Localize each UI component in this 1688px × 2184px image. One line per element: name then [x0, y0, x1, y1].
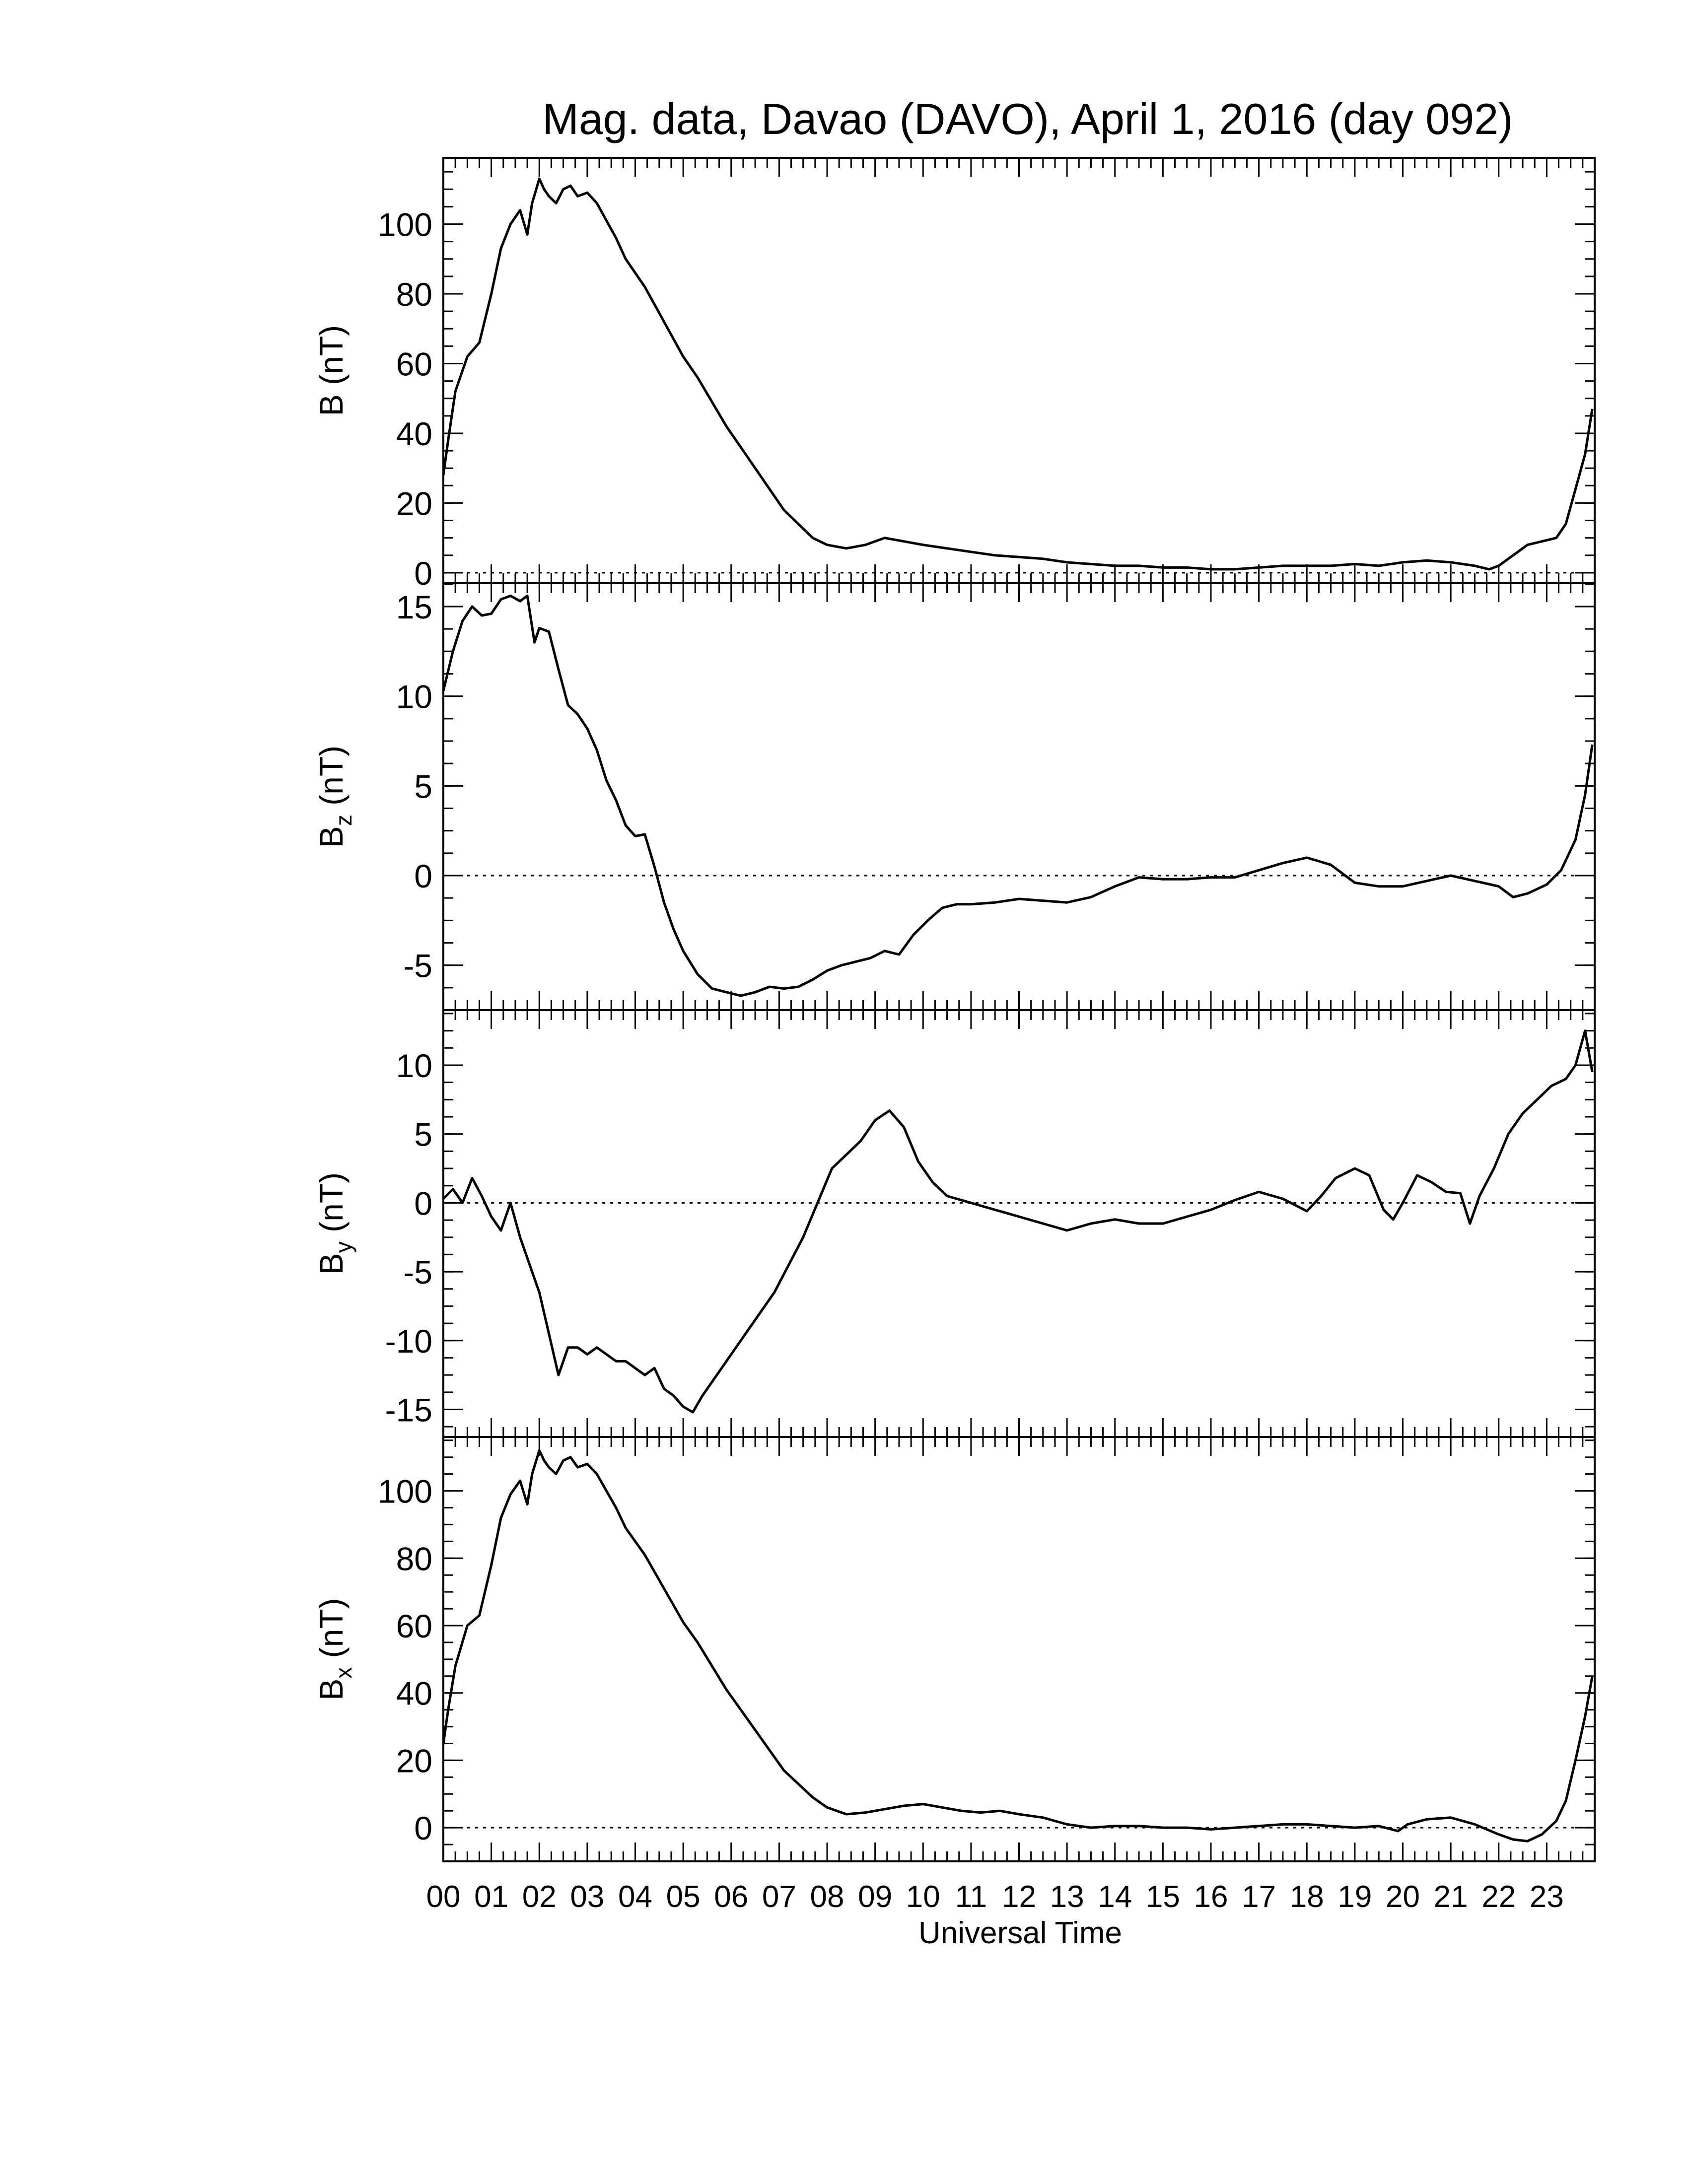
x-tick-label: 17	[1242, 1880, 1276, 1914]
x-tick-label: 22	[1481, 1880, 1516, 1914]
chart-title: Mag. data, Davao (DAVO), April 1, 2016 (…	[543, 94, 1513, 143]
x-axis-label: Universal Time	[918, 1916, 1122, 1950]
x-tick-label: 18	[1290, 1880, 1324, 1914]
y-tick-label: 60	[396, 1608, 432, 1644]
y-axis-label-B: B (nT)	[313, 325, 350, 416]
x-tick-label: 23	[1530, 1880, 1564, 1914]
x-tick-label: 19	[1337, 1880, 1372, 1914]
y-axis-label-main: B	[313, 394, 350, 416]
y-tick-label: 0	[414, 1810, 432, 1846]
y-axis-label-subscript: x	[331, 1667, 356, 1679]
y-axis-label-subscript: y	[331, 1241, 356, 1253]
y-tick-label: 10	[396, 679, 432, 715]
y-axis-label-Bx: Bx (nT)	[313, 1598, 356, 1700]
x-tick-label: 03	[570, 1880, 604, 1914]
x-tick-label: 15	[1146, 1880, 1180, 1914]
y-axis-label-main: B	[313, 826, 350, 848]
x-tick-label: 11	[955, 1880, 987, 1914]
y-tick-label: 20	[396, 1742, 432, 1779]
y-tick-label: -5	[403, 1254, 432, 1291]
y-tick-label: 80	[396, 276, 432, 313]
y-tick-label: 15	[396, 589, 432, 625]
y-axis-label-unit: (nT)	[313, 1172, 350, 1241]
y-axis-label-unit: (nT)	[313, 1598, 350, 1667]
y-tick-label: 5	[414, 1116, 432, 1153]
y-tick-label: 40	[396, 415, 432, 452]
y-tick-label: 40	[396, 1675, 432, 1712]
x-tick-label: 01	[474, 1880, 508, 1914]
y-tick-label: 0	[414, 1185, 432, 1222]
series-line-By	[442, 1029, 1594, 1414]
y-tick-label: 100	[378, 1473, 432, 1510]
series-line-B	[442, 177, 1594, 571]
y-axis-label-main: B	[313, 1679, 350, 1701]
y-axis-label-By: By (nT)	[313, 1172, 356, 1275]
x-tick-label: 05	[666, 1880, 701, 1914]
x-tick-label: 10	[906, 1880, 940, 1914]
series-line-Bx	[442, 1449, 1594, 1843]
y-tick-label: -5	[403, 948, 432, 984]
y-axis-label-Bz: Bz (nT)	[313, 746, 356, 848]
y-tick-label: 5	[414, 768, 432, 805]
x-tick-label: 07	[762, 1880, 796, 1914]
y-axis-label-subscript: z	[331, 815, 356, 826]
y-tick-label: 100	[378, 206, 432, 243]
panel-B: 0 20 40 60 80 100 B (nT)	[313, 157, 1596, 592]
y-axis-label-unit: (nT)	[313, 746, 350, 815]
x-tick-label: 06	[714, 1880, 748, 1914]
panel-Bx: 0 20 40 60 80 100 Bx (nT)	[313, 1436, 1596, 1862]
x-tick-label: 08	[810, 1880, 844, 1914]
y-axis-label-main: B	[313, 1253, 350, 1275]
y-tick-label: 60	[396, 345, 432, 382]
x-tick-label: 16	[1194, 1880, 1228, 1914]
y-tick-label: -10	[385, 1323, 432, 1360]
y-tick-label: 20	[396, 485, 432, 522]
x-tick-label: 12	[1002, 1880, 1036, 1914]
x-tick-label: 04	[618, 1880, 652, 1914]
y-tick-label: 0	[414, 555, 432, 592]
x-tick-label: 20	[1386, 1880, 1420, 1914]
y-tick-label: 0	[414, 858, 432, 894]
panel-Bz: -5 0 5 10 15 Bz (nT)	[313, 582, 1596, 1011]
y-tick-label: 10	[396, 1047, 432, 1084]
x-tick-label: 14	[1098, 1880, 1132, 1914]
x-tick-label: 21	[1434, 1880, 1468, 1914]
y-tick-label: 80	[396, 1540, 432, 1577]
x-tick-label: 02	[522, 1880, 557, 1914]
x-tick-label: 09	[858, 1880, 892, 1914]
y-axis-label-unit: (nT)	[313, 325, 350, 394]
y-tick-label: -15	[385, 1392, 432, 1429]
x-tick-label: 13	[1050, 1880, 1084, 1914]
x-tick-label: 00	[426, 1880, 461, 1914]
x-tick-labels: 00 01 02 03 04 05 06 07 08 09 10 11 12 13 14 15 16 17 18 19…	[426, 1880, 1564, 1914]
series-line-Bz	[442, 594, 1594, 997]
